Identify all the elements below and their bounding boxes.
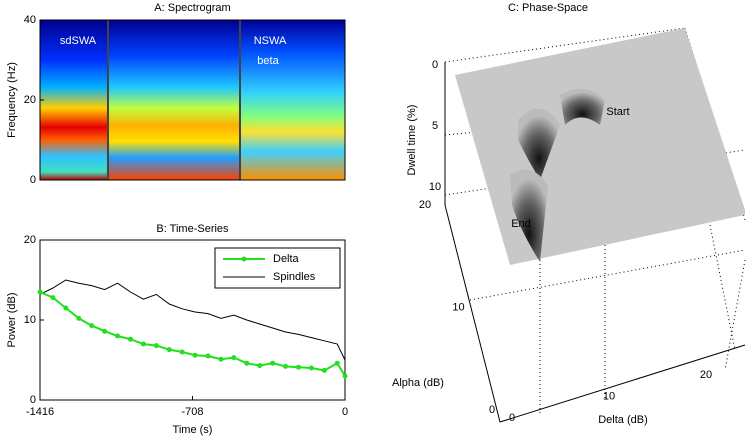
y-tick-label: 0 bbox=[30, 174, 36, 186]
legend-marker bbox=[241, 256, 247, 262]
x-tick-label: 0 bbox=[509, 412, 515, 424]
series-marker bbox=[127, 336, 133, 342]
x-tick-label: 10 bbox=[603, 390, 615, 402]
y-tick-label: 10 bbox=[452, 301, 464, 313]
series-marker bbox=[37, 289, 43, 295]
series-line bbox=[39, 291, 346, 377]
series-marker bbox=[50, 295, 56, 301]
legend-label: Delta bbox=[273, 253, 300, 265]
annotation: Start bbox=[606, 106, 629, 118]
x-tick-label: 0 bbox=[342, 406, 348, 418]
x-axis-label: Time (s) bbox=[173, 424, 213, 436]
series-marker bbox=[308, 365, 314, 371]
x-tick-label: -1416 bbox=[26, 406, 54, 418]
y-tick-label: 20 bbox=[24, 94, 36, 106]
series-marker bbox=[76, 315, 82, 321]
y-axis-label: Alpha (dB) bbox=[392, 377, 444, 389]
series-marker bbox=[205, 353, 211, 359]
series-marker bbox=[295, 364, 301, 370]
series-marker bbox=[179, 349, 185, 355]
series-marker bbox=[231, 355, 237, 361]
x-axis-label: Delta (dB) bbox=[598, 414, 648, 426]
surface bbox=[455, 28, 745, 265]
spectrogram-segment bbox=[240, 20, 345, 180]
panel-title: A: Spectrogram bbox=[154, 2, 230, 14]
y-tick-label: 20 bbox=[419, 199, 431, 211]
x-tick-label: 20 bbox=[700, 369, 712, 381]
phase-space-frame bbox=[444, 27, 746, 423]
series-marker bbox=[218, 356, 224, 362]
y-tick-label: 20 bbox=[24, 234, 36, 246]
panel-title: B: Time-Series bbox=[156, 223, 229, 235]
series-marker bbox=[270, 360, 276, 366]
spectrogram-segment bbox=[108, 20, 240, 180]
z-tick-label: 5 bbox=[432, 120, 438, 132]
series-marker bbox=[283, 363, 289, 369]
y-axis-label: Power (dB) bbox=[6, 292, 18, 347]
series-marker bbox=[166, 347, 172, 353]
surface-peak bbox=[510, 169, 548, 262]
annotation: sdSWA bbox=[60, 35, 97, 47]
annotation: NSWA bbox=[254, 35, 287, 47]
y-tick-label: 40 bbox=[24, 14, 36, 26]
series-marker bbox=[153, 343, 159, 349]
series-marker bbox=[192, 352, 198, 358]
series-marker bbox=[257, 363, 263, 369]
axis-line bbox=[444, 204, 501, 423]
series-line bbox=[39, 279, 346, 361]
spectrogram-segment bbox=[40, 20, 108, 180]
legend-label: Spindles bbox=[273, 271, 316, 283]
axis-line bbox=[499, 344, 746, 423]
y-axis-label: Frequency (Hz) bbox=[6, 62, 18, 138]
surface-peak bbox=[518, 108, 560, 180]
z-tick-label: 0 bbox=[432, 59, 438, 71]
series-marker bbox=[102, 328, 108, 334]
series-marker bbox=[342, 373, 348, 379]
panel-title: C: Phase-Space bbox=[508, 2, 588, 14]
annotation: beta bbox=[257, 55, 279, 67]
series-marker bbox=[140, 341, 146, 347]
series-marker bbox=[244, 360, 250, 366]
y-tick-label: 10 bbox=[24, 314, 36, 326]
x-tick-label: -708 bbox=[181, 406, 203, 418]
y-tick-label: 0 bbox=[30, 394, 36, 406]
annotation: End bbox=[511, 218, 531, 230]
legend-box bbox=[214, 247, 341, 289]
surface-peak bbox=[560, 88, 605, 125]
series-marker bbox=[89, 323, 95, 329]
y-tick-label: 0 bbox=[489, 404, 495, 416]
z-axis-label: Dwell time (%) bbox=[406, 105, 418, 176]
series-marker bbox=[334, 360, 340, 366]
z-tick-label: 10 bbox=[429, 181, 441, 193]
series-marker bbox=[321, 367, 327, 373]
series-marker bbox=[63, 305, 69, 311]
series-marker bbox=[115, 333, 121, 339]
